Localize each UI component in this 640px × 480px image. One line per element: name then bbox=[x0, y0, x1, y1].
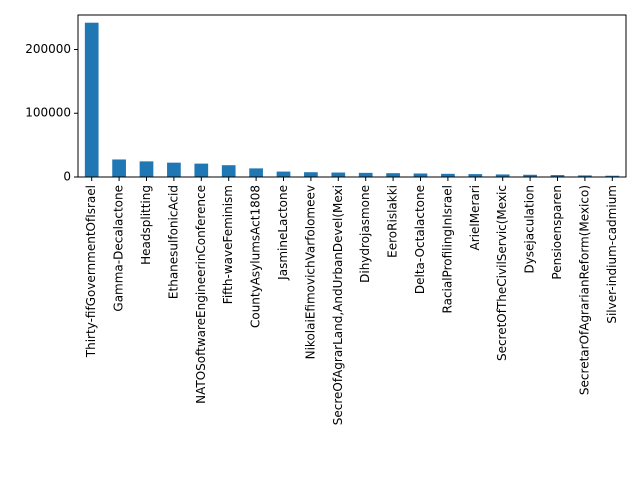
bar bbox=[194, 163, 209, 177]
bar bbox=[276, 171, 291, 177]
x-tick-label: Silver-indium-cadmium bbox=[605, 185, 619, 324]
y-tick-label: 100000 bbox=[25, 106, 71, 120]
bar bbox=[386, 173, 400, 177]
bar bbox=[441, 173, 455, 177]
x-tick-label: Gamma-Decalactone bbox=[112, 185, 126, 312]
bar bbox=[304, 172, 318, 177]
y-tick-label: 200000 bbox=[25, 42, 71, 56]
x-tick-label: CountyAsylumsAct1808 bbox=[249, 185, 263, 328]
x-tick-label: Pensioensparen bbox=[550, 185, 564, 280]
bar bbox=[331, 172, 346, 177]
bar bbox=[495, 174, 510, 177]
x-tick-label: RacialProfilingInIsrael bbox=[440, 185, 454, 313]
plot-frame bbox=[77, 14, 627, 178]
bar bbox=[523, 174, 537, 177]
bar bbox=[249, 168, 263, 177]
bar bbox=[578, 175, 592, 177]
x-tick-label: Delta-Octalactone bbox=[413, 185, 427, 294]
x-tick-label: Headsplitting bbox=[139, 185, 153, 265]
bar bbox=[167, 162, 181, 177]
x-tick-label: Dysejaculation bbox=[523, 185, 537, 274]
bar bbox=[550, 175, 565, 177]
bar bbox=[84, 22, 99, 178]
bar bbox=[139, 161, 154, 177]
x-tick-label: SecretOfTheCivilServic(Mexic bbox=[495, 185, 509, 361]
x-tick-label: EthanesulfonicAcid bbox=[166, 185, 180, 299]
y-tick-label: 0 bbox=[63, 170, 71, 184]
x-tick-label: EeroRislakki bbox=[386, 185, 400, 258]
x-tick-label: ArielMerari bbox=[468, 185, 482, 250]
x-tick-label: Dihydrojasmone bbox=[358, 185, 372, 283]
x-tick-label: Thirty-fifGovernmentOfIsrael bbox=[84, 185, 98, 358]
x-tick-label: Fifth-waveFeminism bbox=[221, 185, 235, 304]
x-tick-label: NATOSoftwareEngineerinConference bbox=[194, 185, 208, 404]
bar bbox=[358, 172, 373, 177]
bar bbox=[112, 159, 126, 177]
x-axis: Thirty-fifGovernmentOfIsrael Gamma-Decala… bbox=[84, 177, 619, 425]
bar bbox=[605, 175, 620, 177]
x-tick-label: SecreOfAgrarLand,AndUrbanDevel(Mexi bbox=[331, 185, 345, 425]
x-tick-label: SecretarOfAgrarianReform(Mexico) bbox=[577, 185, 591, 395]
x-tick-label: JasmineLactone bbox=[276, 185, 290, 281]
bar bbox=[221, 165, 236, 177]
bar bbox=[468, 174, 483, 177]
bar bbox=[413, 173, 428, 177]
y-axis: 0 100000 200000 bbox=[25, 42, 78, 184]
bars-group bbox=[84, 22, 620, 178]
x-tick-label: NikolaiEfimovichVarfolomeev bbox=[303, 185, 317, 359]
